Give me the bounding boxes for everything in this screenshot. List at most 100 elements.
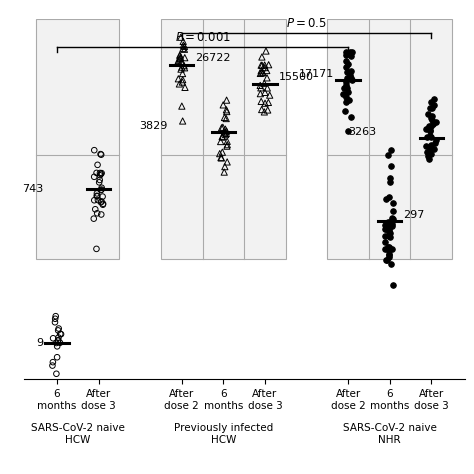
Point [385,251,392,259]
Point [223,158,231,166]
Point [347,67,355,74]
Point [91,205,99,213]
Point [95,179,103,186]
Point [342,48,349,56]
Point [427,98,435,106]
Point [179,45,187,52]
Point [258,53,265,61]
Point [219,123,227,131]
Point [222,131,229,138]
Point [426,123,433,130]
Point [93,169,100,177]
Point [423,143,430,150]
Point [427,146,434,153]
Point [178,58,185,65]
Text: Previously infected
HCW: Previously infected HCW [173,423,273,445]
Point [266,91,273,99]
Point [223,96,230,104]
Point [177,34,184,41]
Text: SARS-CoV-2 naive
HCW: SARS-CoV-2 naive HCW [31,423,125,445]
Point [180,62,188,69]
Point [91,173,98,181]
Point [381,225,389,233]
Point [385,227,392,235]
Point [342,51,350,59]
Bar [327,19,452,259]
Text: 9: 9 [36,338,43,348]
Point [54,343,61,350]
Point [219,101,227,109]
Point [390,281,397,288]
Point [347,52,355,60]
Point [427,145,434,152]
Point [256,70,264,77]
Point [381,245,389,253]
Point [347,113,355,121]
Point [383,256,391,264]
Point [257,98,265,105]
Point [385,253,392,261]
Point [381,221,389,228]
Point [384,243,392,250]
Point [178,102,186,110]
Point [384,218,392,226]
Point [219,133,226,141]
Point [385,226,393,233]
Point [98,184,105,191]
Point [428,116,436,123]
Point [432,118,440,126]
Point [257,62,265,69]
Point [97,150,104,158]
Point [219,133,226,140]
Point [388,215,396,222]
Point [425,155,433,163]
Point [55,337,62,344]
Point [262,47,270,55]
Point [343,68,350,76]
Point [96,169,104,177]
Point [97,199,105,206]
Point [181,46,188,53]
Point [344,128,352,135]
Point [49,335,57,342]
Text: $P = 0.5$: $P = 0.5$ [286,17,327,30]
Point [181,83,189,91]
Point [383,245,391,253]
Point [221,125,229,133]
Text: $P = 0.001$: $P = 0.001$ [174,31,230,44]
Point [258,106,265,113]
Point [98,198,105,205]
Point [55,325,63,332]
Point [346,48,354,55]
Point [382,238,389,246]
Point [174,57,182,64]
Point [430,145,438,152]
Point [218,124,226,132]
Point [180,41,187,49]
Point [222,115,230,122]
Point [98,169,105,177]
Point [385,243,392,250]
Point [93,245,100,253]
Point [261,80,268,87]
Point [259,69,267,76]
Point [257,84,264,91]
Point [93,192,100,200]
Point [93,192,101,200]
Point [100,200,107,208]
Point [342,63,349,71]
Point [427,133,435,140]
Text: SARS-CoV-2 naive
NHR: SARS-CoV-2 naive NHR [343,423,437,445]
Point [263,67,271,74]
Point [175,55,183,63]
Point [96,172,104,179]
Text: 743: 743 [22,184,43,194]
Point [383,225,390,233]
Point [348,49,356,56]
Point [386,233,393,241]
Point [426,127,433,135]
Point [261,61,268,69]
Point [94,196,102,204]
Point [261,64,269,72]
Point [98,186,105,193]
